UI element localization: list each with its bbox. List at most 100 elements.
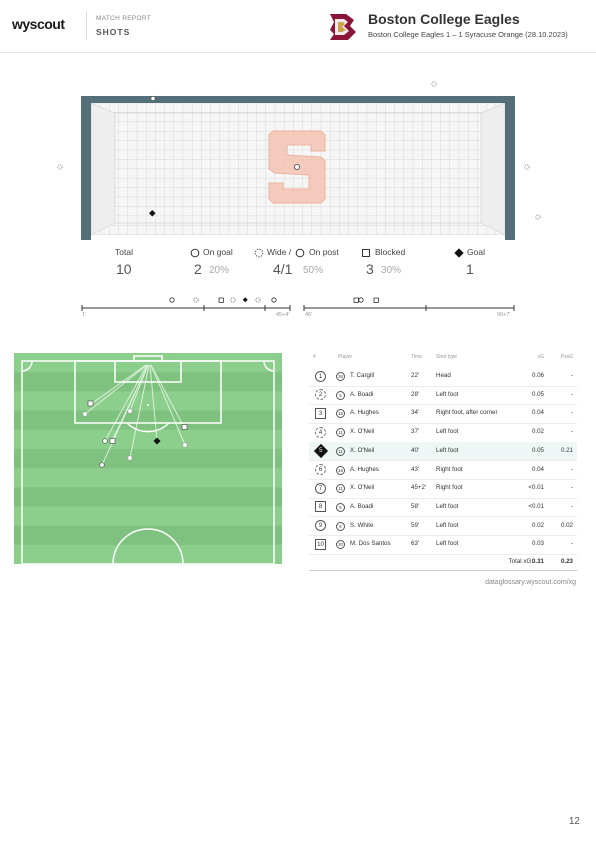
pitch-stripe (14, 525, 282, 546)
shot-number: 1 (315, 370, 326, 382)
boston-college-crest-icon (330, 14, 356, 40)
total-label: Total (115, 247, 133, 257)
shot-xg: 0.02 (531, 428, 544, 436)
timeline-shot (271, 297, 277, 303)
pitch-shot-map (14, 353, 282, 564)
player-shirt-number: 6 (336, 521, 345, 531)
timeline-shot (230, 297, 236, 303)
net-left-side (90, 102, 116, 236)
shot-marker (293, 164, 300, 171)
shot-type: Right foot, after corner (436, 409, 498, 417)
pitch-stripe (14, 506, 282, 527)
player-shirt-number: 20 (336, 540, 345, 550)
shot-marker (524, 164, 530, 170)
shot-time: 45+2' (411, 484, 427, 492)
shot-number: 8 (315, 501, 326, 513)
player-shirt-number: 11 (336, 428, 345, 438)
shot-psxg: - (570, 540, 573, 548)
player-name: X. O'Neil (350, 446, 375, 454)
pitch-shot-markers (82, 400, 188, 468)
table-row: 4 11 X. O'Neil 37' Left foot 0.02 - (309, 423, 577, 443)
shot-time: 63' (411, 540, 420, 548)
shot-time: 43' (411, 465, 420, 473)
player-name: S. White (350, 521, 374, 529)
shot-number: 7 (315, 482, 326, 494)
shot-psxg: 0.02 (560, 521, 573, 529)
player-name: A. Boadi (350, 390, 374, 398)
shot-trajectories (84, 364, 186, 466)
table-row: 7 11 X. O'Neil 45+2' Right foot <0.01 - (309, 479, 577, 499)
pitch-stripes (14, 353, 282, 564)
table-row: 1 26 T. Cargill 22' Head 0.06 - (309, 367, 577, 387)
goal-shot-map (57, 81, 541, 240)
timeline-shot (373, 297, 379, 303)
timeline-first-start: 1' (82, 312, 87, 318)
total-row: Total xG: 0.31 0.23 (309, 554, 577, 571)
shot-xg: <0.01 (528, 502, 544, 510)
report-header: wyscout MATCH REPORT SHOTS Boston Colleg… (0, 0, 596, 53)
shot-type: Right foot (436, 484, 463, 492)
total-xg: 0.31 (531, 558, 544, 565)
shot-psxg: - (570, 372, 573, 379)
goal-label: Goal (467, 247, 485, 257)
shot-xg: 0.03 (531, 540, 544, 548)
shot-xg: <0.01 (528, 484, 544, 492)
total-psxg: 0.23 (560, 558, 573, 565)
shot-time: 22' (411, 372, 420, 379)
on-post-label: On post (309, 247, 339, 257)
goal-legend-icon (454, 248, 464, 258)
player-shirt-number: 26 (336, 372, 345, 381)
shot-time: 58' (411, 502, 420, 510)
timeline-second-start: 46' (305, 312, 313, 318)
total-value: 10 (116, 261, 132, 277)
table-row: 10 20 M. Dos Santos 63' Left foot 0.03 - (309, 535, 577, 555)
pitch-stripe (14, 353, 282, 373)
player-shirt-number: 16 (336, 409, 345, 419)
col-psxg: PsxG (560, 354, 573, 360)
shot-marker (431, 81, 437, 87)
player-name: X. O'Neil (350, 484, 375, 492)
shot-psxg: 0.21 (560, 446, 573, 454)
blocked-value: 3 (366, 261, 374, 277)
shot-marker (535, 214, 541, 220)
shot-type: Head (436, 372, 451, 379)
page-number: 12 (568, 816, 580, 827)
team-name: Boston College Eagles (368, 11, 520, 27)
shot-psxg: - (570, 502, 573, 510)
table-row: 6 16 A. Hughes 43' Right foot 0.04 - (309, 461, 577, 480)
shot-type: Left foot (436, 540, 459, 548)
table-row: 5 11 X. O'Neil 40' Left foot 0.05 0.21 (309, 441, 577, 462)
header-divider (86, 12, 87, 40)
shot-time: 37' (411, 428, 420, 436)
shot-xg: 0.05 (531, 390, 544, 398)
player-name: X. O'Neil (350, 428, 375, 436)
shot-marker (57, 164, 63, 170)
on-goal-label: On goal (203, 247, 233, 257)
shot-xg: 0.05 (531, 446, 544, 454)
shot-number: 3 (315, 407, 326, 419)
pitch-stripe (14, 487, 282, 507)
xg-footnote[interactable]: dataglossary.wyscout.com/xg (485, 579, 576, 586)
net-right-side (480, 102, 506, 236)
shot-psxg: - (570, 409, 573, 417)
shot-xg: 0.04 (531, 465, 544, 473)
shot-psxg: - (570, 428, 573, 436)
on-goal-value: 2 (194, 261, 202, 277)
shot-xg: 0.02 (531, 521, 544, 529)
total-label: Total xG: (508, 558, 533, 565)
goal-value: 1 (466, 261, 474, 277)
shot-number: 5 (313, 443, 328, 458)
blocked-pct: 30% (381, 265, 402, 276)
match-line: Boston College Eagles 1 – 1 Syracuse Ora… (368, 30, 568, 39)
pitch-stripe (14, 391, 282, 412)
shot-psxg: - (570, 390, 573, 398)
shot-type: Left foot (436, 390, 459, 398)
pitch-stripe (14, 410, 282, 431)
player-name: A. Boadi (350, 502, 374, 510)
left-post (81, 96, 91, 240)
table-row: 8 5 A. Boadi 58' Left foot <0.01 - (309, 498, 577, 518)
shot-time: 40' (411, 446, 420, 454)
crossbar (81, 96, 515, 103)
shot-number: 10 (315, 538, 326, 550)
wide-post-pct: 50% (303, 265, 324, 276)
